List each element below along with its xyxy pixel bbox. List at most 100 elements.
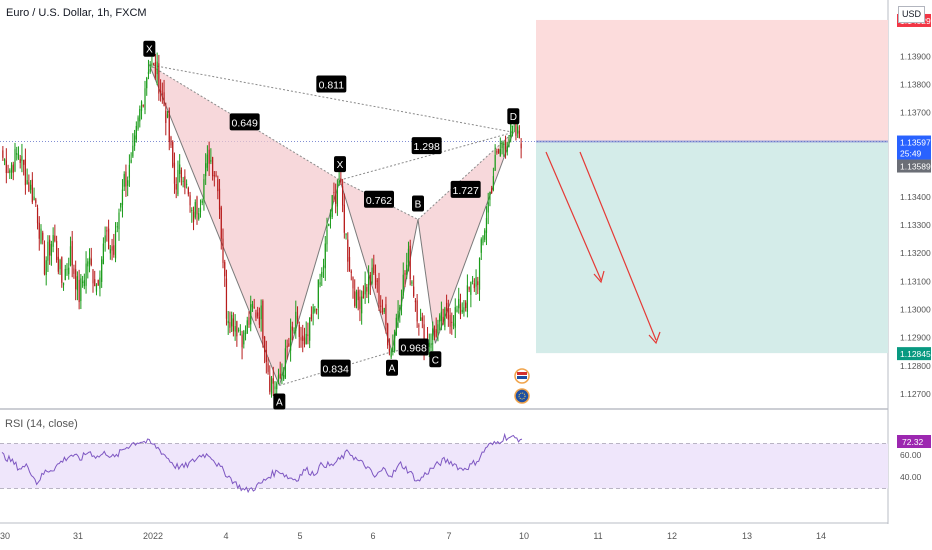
candle-body [296, 315, 299, 320]
candle-body [520, 143, 522, 149]
candle-body [376, 280, 378, 282]
candle-body [71, 241, 73, 266]
candle-body [447, 308, 449, 320]
candle-body [393, 331, 396, 352]
candle-body [518, 130, 521, 139]
candle-body [211, 157, 214, 177]
candle-body [461, 309, 463, 313]
candle-body [283, 374, 285, 380]
time-tick-label: 10 [519, 531, 529, 541]
down-arrow-1-head [593, 270, 605, 284]
rsi-title[interactable]: RSI (14, close) [5, 418, 78, 430]
projection-arrows[interactable] [545, 151, 661, 345]
candle-body [444, 308, 446, 327]
candle-body [85, 263, 87, 286]
candle-body [367, 276, 370, 295]
candle-body [359, 296, 361, 309]
candles[interactable] [2, 52, 522, 398]
candle-body [244, 333, 247, 335]
down-arrow-1[interactable] [545, 151, 602, 281]
candle-body [40, 228, 42, 244]
take-profit-zone[interactable] [536, 141, 888, 354]
candle-body [269, 376, 271, 392]
price-tick-label: 1.13100 [900, 276, 931, 286]
candle-body [475, 276, 477, 287]
candle-body [192, 211, 195, 222]
pattern-leg [339, 179, 393, 352]
time-axis[interactable]: 30 31 2022 4 5 6 7 10 11 12 13 14 [0, 531, 826, 541]
price-tag-target-bg [897, 347, 931, 361]
candle-body [246, 320, 248, 334]
candle-body [35, 199, 37, 203]
time-tick-label: 2022 [143, 531, 163, 541]
candle-body [265, 349, 267, 362]
point-label-c: C [432, 355, 439, 366]
candle-body [239, 334, 241, 336]
rsi-tick-label: 60.00 [900, 450, 922, 460]
rsi-band [0, 443, 888, 489]
point-label-b: B [415, 199, 422, 210]
candle-body [153, 63, 155, 65]
ratio-label-box [411, 137, 442, 155]
candle-body [17, 154, 20, 159]
candle-body [373, 264, 375, 274]
symbol-title[interactable]: Euro / U.S. Dollar, 1h, FXCM [6, 7, 147, 19]
ratio-label-box [450, 180, 481, 198]
candle-body [263, 336, 266, 352]
candle-body [218, 188, 221, 210]
candle-body [76, 276, 79, 291]
down-arrow-2-head [648, 331, 661, 345]
candle-body [224, 262, 226, 277]
point-label-a: A [389, 364, 396, 375]
candle-body [7, 171, 9, 173]
us-event-icon[interactable] [514, 368, 530, 384]
candle-body [198, 213, 200, 220]
rsi-line[interactable] [1, 432, 523, 494]
candle-body [371, 267, 373, 284]
candle-body [206, 154, 209, 168]
candle-body [163, 92, 165, 107]
pattern-leg [148, 64, 280, 386]
candle-body [400, 299, 403, 307]
candle-body [449, 314, 451, 327]
currency-label[interactable]: USD [898, 6, 925, 23]
candle-body [463, 307, 465, 313]
candle-body [24, 159, 27, 186]
stop-loss-zone[interactable] [536, 19, 888, 142]
rsi-axis[interactable]: 60.00 40.00 72.32 [897, 435, 931, 482]
candle-body [113, 245, 115, 255]
candle-body [191, 210, 193, 212]
candle-body [47, 241, 49, 261]
candle-body [300, 337, 302, 341]
candle-body [241, 334, 243, 348]
price-tag-timer: 25:49 [900, 149, 922, 159]
candle-body [66, 268, 68, 270]
candle-body [116, 226, 118, 228]
price-axis[interactable]: 1.13900 1.13800 1.13700 1.13400 1.13300 1.132… [900, 51, 931, 399]
candle-body [326, 229, 328, 245]
eu-event-icon[interactable] [514, 388, 530, 404]
candle-body [130, 159, 132, 163]
candle-body [404, 273, 406, 275]
ratio-label: 0.968 [401, 343, 427, 355]
candle-body [298, 324, 300, 337]
candle-body [435, 329, 437, 337]
candle-body [166, 114, 169, 118]
price-tick-label: 1.13700 [900, 108, 931, 118]
candle-body [205, 163, 207, 177]
candle-body [55, 241, 58, 260]
ratio-label: 0.762 [366, 195, 392, 207]
candle-body [201, 200, 203, 203]
candle-body [154, 62, 157, 78]
candle-body [137, 117, 139, 129]
candle-body [194, 202, 196, 218]
candle-body [57, 256, 59, 272]
price-tick-label: 1.12700 [900, 389, 931, 399]
pattern-triangle-xab-left[interactable] [149, 64, 340, 386]
time-tick-label: 6 [370, 531, 375, 541]
point-label-box [412, 195, 424, 212]
candle-body [329, 212, 332, 220]
down-arrow-2[interactable] [579, 151, 657, 341]
